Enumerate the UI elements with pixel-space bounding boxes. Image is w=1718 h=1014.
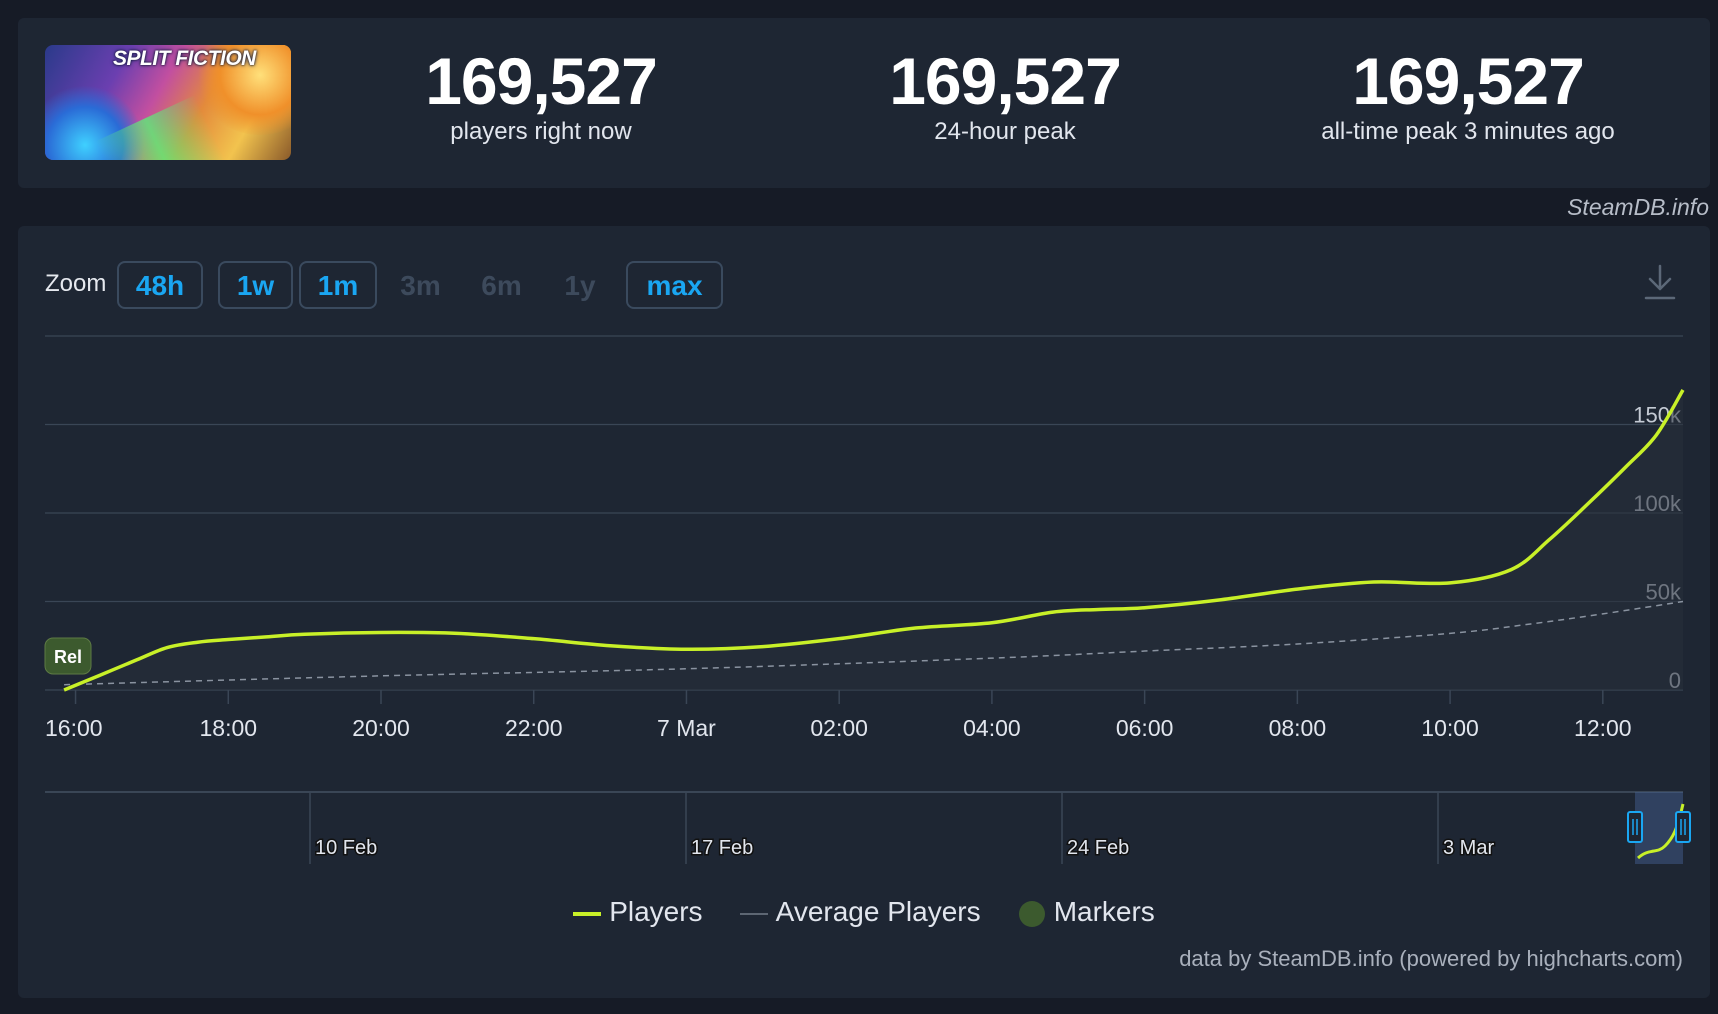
- highcharts-credit[interactable]: data by SteamDB.info (powered by highcha…: [1179, 946, 1683, 971]
- zoom-label: Zoom: [45, 270, 107, 297]
- release-marker-label: Rel: [54, 647, 82, 667]
- navigator-date-label: 24 Feb: [1067, 837, 1129, 859]
- legend-players[interactable]: Players: [573, 896, 703, 928]
- legend-markers[interactable]: Markers: [1018, 896, 1155, 928]
- zoom-6m-button: 6m: [481, 270, 522, 301]
- x-tick-label: 04:00: [963, 715, 1021, 741]
- legend-label: Players: [609, 896, 703, 927]
- navigator-date-label: 3 Mar: [1443, 837, 1494, 859]
- stat-label: players right now: [450, 118, 632, 145]
- players-line: [63, 389, 1685, 692]
- steamdb-credit[interactable]: SteamDB.info: [1567, 194, 1709, 220]
- navigator-right-handle[interactable]: [1675, 811, 1691, 843]
- x-tick-label: 10:00: [1421, 715, 1479, 741]
- zoom-max-button[interactable]: max: [626, 261, 723, 309]
- stat-value: 169,527: [889, 44, 1122, 118]
- zoom-1m-button[interactable]: 1m: [299, 261, 377, 309]
- legend-label: Average Players: [775, 896, 981, 927]
- x-tick-label: 12:00: [1574, 715, 1632, 741]
- navigator-date-label: 10 Feb: [315, 837, 377, 859]
- x-tick-label: 08:00: [1269, 715, 1327, 741]
- release-marker: [44, 637, 92, 675]
- stats-panel: SPLIT FICTION 169,527 players right now …: [18, 18, 1710, 188]
- zoom-1y-button: 1y: [564, 270, 596, 301]
- zoom-48h-button[interactable]: 48h: [117, 261, 203, 309]
- legend-label: Markers: [1053, 896, 1155, 927]
- chart-legend: Players Average Players Markers: [18, 896, 1710, 928]
- chart-panel: Zoom 48h 1w 1m 3m 6m 1y max 050k100k150k…: [18, 226, 1710, 998]
- zoom-3m-button: 3m: [400, 270, 441, 301]
- x-tick-label: 22:00: [505, 715, 563, 741]
- x-tick-label: 06:00: [1116, 715, 1174, 741]
- players-area: [64, 389, 1683, 690]
- x-tick-label: 20:00: [352, 715, 410, 741]
- stat-24h-peak: 169,527 24-hour peak: [775, 44, 1235, 146]
- zoom-1w-button[interactable]: 1w: [218, 261, 293, 309]
- legend-average-players[interactable]: Average Players: [739, 896, 981, 928]
- navigator-left-handle[interactable]: [1627, 811, 1643, 843]
- average-players-line: [64, 600, 1684, 686]
- stat-label: 24-hour peak: [934, 118, 1076, 145]
- stat-label: all-time peak 3 minutes ago: [1321, 118, 1615, 145]
- x-tick-label: 02:00: [810, 715, 868, 741]
- stat-players-now: 169,527 players right now: [311, 44, 771, 146]
- x-tick-label: 16:00: [45, 715, 103, 741]
- game-thumbnail[interactable]: SPLIT FICTION: [45, 45, 291, 160]
- x-tick-label: 7 Mar: [657, 715, 716, 741]
- stat-value: 169,527: [425, 44, 658, 118]
- x-tick-label: 18:00: [199, 715, 257, 741]
- game-logo: SPLIT FICTION: [113, 47, 256, 70]
- stat-value: 169,527: [1352, 44, 1585, 118]
- navigator-date-label: 17 Feb: [691, 837, 753, 859]
- stat-all-time-peak: 169,527 all-time peak 3 minutes ago: [1238, 44, 1698, 146]
- download-icon[interactable]: [1642, 262, 1678, 302]
